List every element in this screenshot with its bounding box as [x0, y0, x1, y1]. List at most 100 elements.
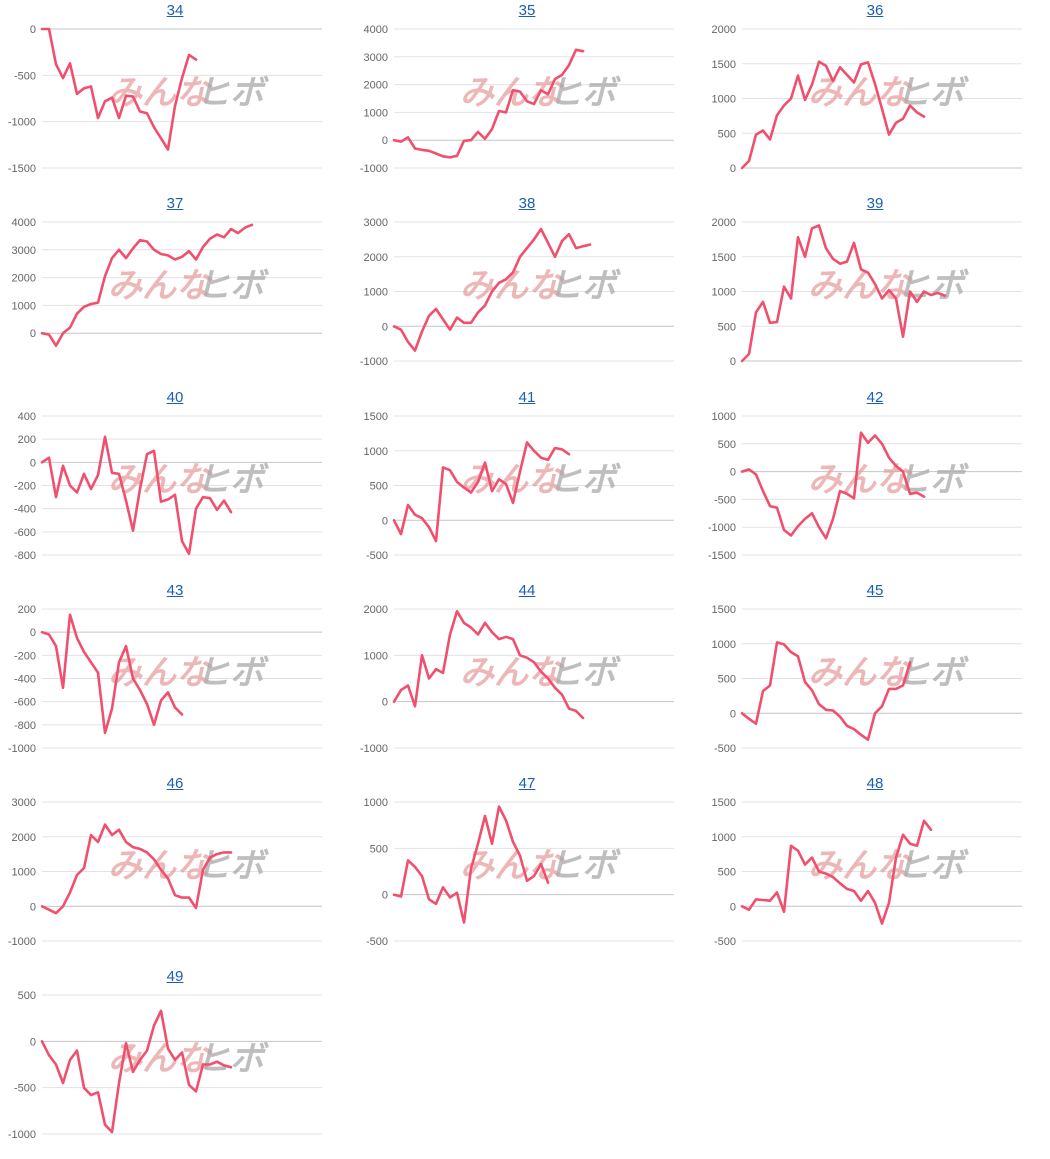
- chart-panel: 49 500 0 -500 -1000 みんな ヒボ: [0, 966, 350, 1159]
- chart-title-link[interactable]: 42: [866, 389, 884, 406]
- y-tick-label: 3000: [12, 797, 36, 809]
- y-tick-label: 500: [718, 439, 736, 451]
- chart-panel: 45 1500 1000 500 0 -500 みんな ヒボ: [700, 580, 1050, 773]
- watermark-text-2: ヒボ: [196, 266, 269, 306]
- watermark-text-2: ヒボ: [896, 460, 969, 500]
- y-tick-label: 0: [382, 135, 388, 147]
- y-tick-label: 500: [18, 990, 36, 1002]
- chart-title-link[interactable]: 37: [166, 195, 184, 212]
- y-tick-label: -500: [14, 1083, 36, 1095]
- y-tick-label: 500: [718, 867, 736, 879]
- watermark-text-2: ヒボ: [196, 73, 269, 113]
- watermark-text-1: みんな: [808, 73, 913, 113]
- chart-panel: 47 1000 500 0 -500 みんな ヒボ: [352, 773, 702, 966]
- y-tick-label: 0: [382, 515, 388, 527]
- watermark-text-2: ヒボ: [548, 460, 621, 500]
- y-tick-label: 0: [382, 697, 388, 709]
- y-tick-label: 1000: [712, 832, 736, 844]
- chart-panel: 34 0 -500 -1000 -1500 みんな ヒボ: [0, 0, 350, 193]
- chart-title-link[interactable]: 40: [166, 389, 184, 406]
- y-tick-label: 2000: [364, 252, 388, 264]
- y-tick-label: -500: [366, 550, 388, 562]
- watermark-text-2: ヒボ: [196, 460, 269, 500]
- series-line: [740, 224, 947, 363]
- y-tick-label: -1500: [708, 550, 736, 562]
- y-tick-label: 2000: [712, 217, 736, 229]
- y-tick-label: -600: [14, 697, 36, 709]
- chart-title-link[interactable]: 47: [518, 775, 536, 792]
- y-tick-label: -1000: [360, 356, 388, 368]
- y-tick-label: 0: [30, 627, 36, 639]
- chart-title-link[interactable]: 34: [166, 2, 184, 19]
- y-tick-label: 3000: [12, 245, 36, 257]
- chart-title-link[interactable]: 36: [866, 2, 884, 19]
- watermark-text-2: ヒボ: [548, 73, 621, 113]
- chart-title-link[interactable]: 43: [166, 582, 184, 599]
- y-tick-label: -400: [14, 674, 36, 686]
- y-tick-label: 3000: [364, 217, 388, 229]
- watermark-text-1: みんな: [108, 266, 213, 306]
- watermark-text-2: ヒボ: [896, 846, 969, 886]
- chart-panel: 36 2000 1500 1000 500 0 みんな ヒボ: [700, 0, 1050, 193]
- chart-panel: 39 2000 1500 1000 500 0 みんな ヒボ: [700, 193, 1050, 386]
- y-tick-label: -600: [14, 527, 36, 539]
- y-tick-label: 2000: [364, 80, 388, 92]
- chart-title-link[interactable]: 44: [518, 582, 536, 599]
- chart-title-link[interactable]: 45: [866, 582, 884, 599]
- series-line: [740, 819, 933, 925]
- chart-panel: 37 4000 3000 2000 1000 0 みんな ヒボ: [0, 193, 350, 386]
- watermark-text-2: ヒボ: [196, 1039, 269, 1079]
- y-tick-label: 2000: [364, 604, 388, 616]
- y-tick-label: 500: [370, 843, 388, 855]
- watermark-text-2: ヒボ: [196, 653, 269, 693]
- y-tick-label: 1000: [12, 867, 36, 879]
- chart-title-link[interactable]: 49: [166, 968, 184, 985]
- watermark-text-1: みんな: [808, 653, 913, 693]
- watermark-text-2: ヒボ: [896, 73, 969, 113]
- chart-title-link[interactable]: 48: [866, 775, 884, 792]
- series-line: [40, 823, 233, 915]
- chart-title-link[interactable]: 46: [166, 775, 184, 792]
- y-tick-label: 3000: [364, 52, 388, 64]
- y-tick-label: -500: [714, 936, 736, 948]
- y-tick-label: 500: [718, 128, 736, 140]
- y-tick-label: -1000: [8, 743, 36, 755]
- chart-title-link[interactable]: 35: [518, 2, 536, 19]
- y-tick-label: 1000: [364, 446, 388, 458]
- watermark-text-1: みんな: [108, 846, 213, 886]
- y-tick-label: 2000: [12, 832, 36, 844]
- chart-title-link[interactable]: 38: [518, 195, 536, 212]
- chart-panel: 48 1500 1000 500 0 -500 みんな ヒボ: [700, 773, 1050, 966]
- y-tick-label: 1500: [364, 411, 388, 423]
- y-tick-label: 0: [30, 457, 36, 469]
- y-tick-label: 0: [30, 901, 36, 913]
- y-tick-label: 0: [30, 1036, 36, 1048]
- y-tick-label: -200: [14, 481, 36, 493]
- y-tick-label: 0: [730, 163, 736, 175]
- series-line: [392, 227, 592, 352]
- chart-title-link[interactable]: 39: [866, 195, 884, 212]
- y-tick-label: 0: [730, 356, 736, 368]
- y-tick-label: -800: [14, 720, 36, 732]
- y-tick-label: 0: [730, 708, 736, 720]
- watermark-text-1: みんな: [108, 653, 213, 693]
- chart-title-link[interactable]: 41: [518, 389, 536, 406]
